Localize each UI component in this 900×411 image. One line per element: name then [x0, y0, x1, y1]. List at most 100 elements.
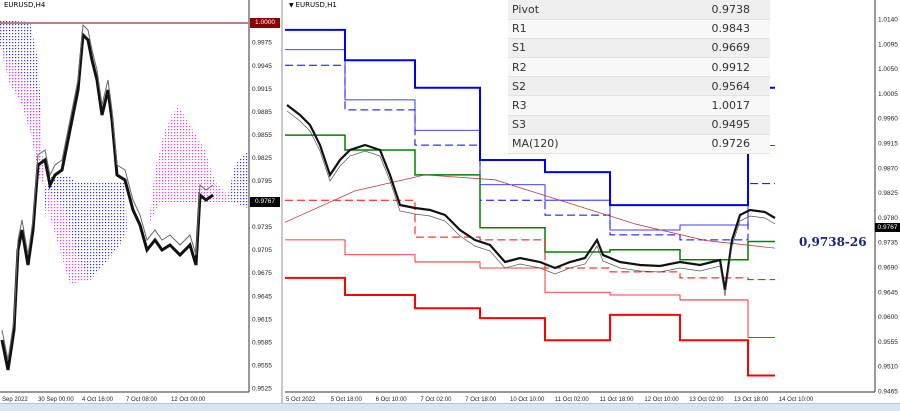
- pivot-label: R1: [508, 19, 631, 39]
- y-tick-label: 0.9825: [878, 190, 898, 197]
- y-tick-label: 1.0095: [878, 41, 898, 48]
- y-tick-label: 0.9645: [252, 293, 272, 300]
- y-tick-label: 0.9525: [252, 385, 272, 392]
- pivot-value: 1.0017: [630, 95, 770, 116]
- pivot-label: R3: [508, 95, 631, 116]
- pivot-value: 0.9738: [630, 0, 770, 20]
- ichimoku-cloud-bearish: [0, 45, 90, 284]
- pivot-row: S1 0.9669: [508, 38, 770, 59]
- y-tick-label: 0.9675: [252, 270, 272, 277]
- pivot-label: Pivot: [508, 0, 631, 20]
- x-tick-label: 13 Oct 18:00: [734, 397, 769, 403]
- pivot-levels-table: Pivot 0.9738 R1 0.9843 S1 0.9669 R2 0.9912 S2 0.9…: [508, 0, 770, 155]
- x-tick-label: 30 Sep 00:00: [38, 397, 74, 403]
- pivot-row: MA(120) 0.9726: [508, 134, 770, 155]
- h1-chart-title: ▼ EURUSD,H1: [289, 1, 337, 9]
- pivot-value: 0.9669: [630, 38, 770, 59]
- x-tick-label: 7 Oct 08:00: [126, 397, 158, 403]
- current-price-label: 0.9767: [250, 197, 280, 207]
- x-tick-label: 14 Oct 10:00: [779, 397, 814, 403]
- ichimoku-cloud-bullish: [228, 150, 248, 208]
- y-tick-label: 0.9945: [252, 63, 272, 70]
- y-tick-label: 0.9885: [252, 109, 272, 116]
- ma-120-line: [285, 174, 776, 249]
- x-tick-label: 5 Oct 2022: [286, 397, 316, 403]
- ichimoku-cloud-bearish: [148, 105, 232, 230]
- price-candles: [0, 31, 214, 371]
- y-tick-label: 0.9855: [252, 132, 272, 139]
- pivot-row: S2 0.9564: [508, 76, 770, 97]
- y-tick-label: 0.9555: [252, 362, 272, 369]
- y-tick-label: 0.9735: [252, 224, 272, 231]
- h4-chart-title: EURUSD,H4: [4, 1, 46, 9]
- y-tick-label: 0.9510: [878, 364, 898, 371]
- status-bar: [0, 403, 900, 411]
- x-tick-label: Sep 2022: [2, 397, 28, 403]
- y-tick-label: 0.9645: [878, 289, 898, 296]
- pivot-row: Pivot 0.9738: [508, 0, 770, 20]
- pivot-level-s3: [285, 276, 775, 377]
- y-tick-label: 0.9975: [252, 40, 272, 47]
- y-tick-label: 1.0140: [878, 17, 898, 24]
- pivot-value: 0.9564: [630, 76, 770, 97]
- y-tick-label: 0.9915: [878, 140, 898, 147]
- pivot-row: R3 1.0017: [508, 95, 770, 116]
- pivot-label: S2: [508, 76, 631, 97]
- pivot-range-label: 0,9738-26: [799, 235, 867, 249]
- h1-chart-canvas[interactable]: 1.0140 1.0095 1.0050 1.0005 0.9960 0.9915 0.98…: [285, 0, 900, 403]
- y-tick-label: 0.9915: [252, 86, 272, 93]
- y-tick-label: 0.9780: [878, 215, 898, 222]
- pivot-level-r3: [285, 28, 775, 207]
- pivot-label: S3: [508, 115, 631, 135]
- x-tick-label: 4 Oct 16:00: [82, 397, 114, 403]
- x-tick-label: 11 Oct 18:00: [600, 397, 635, 403]
- pivot-value: 0.9912: [630, 57, 770, 78]
- y-tick-label: 0.9870: [878, 165, 898, 172]
- level-price-label: 1.0000: [250, 18, 280, 28]
- pivot-value: 0.9843: [630, 19, 770, 39]
- x-tick-label: 5 Oct 18:00: [331, 397, 363, 403]
- h1-chart-title-text: EURUSD,H1: [295, 1, 337, 9]
- y-tick-label: 0.9735: [878, 240, 898, 247]
- pivot-label: R2: [508, 57, 631, 78]
- price-wicks: [1, 23, 214, 361]
- x-tick-label: 6 Oct 10:00: [376, 397, 408, 403]
- pivot-label: S1: [508, 38, 631, 59]
- pivot-level-s2: [285, 239, 775, 338]
- h1-chart-panel[interactable]: 1.0140 1.0095 1.0050 1.0005 0.9960 0.9915 0.98…: [285, 0, 900, 403]
- pivot-label: MA(120): [508, 134, 631, 155]
- x-tick-label: 13 Oct 02:00: [689, 397, 724, 403]
- dropdown-arrow-icon: ▼: [289, 2, 296, 9]
- h4-chart-panel[interactable]: 0.9975 0.9945 0.9915 0.9885 0.9855 0.9825 0.97…: [0, 0, 283, 403]
- pivot-row: R1 0.9843: [508, 19, 770, 39]
- pivot-row: S3 0.9495: [508, 115, 770, 135]
- x-tick-label: 11 Oct 02:00: [555, 397, 590, 403]
- y-tick-label: 0.9465: [878, 388, 898, 395]
- y-tick-label: 0.9600: [878, 314, 898, 321]
- y-tick-label: 0.9795: [252, 178, 272, 185]
- price-candles: [286, 104, 776, 291]
- y-tick-label: 0.9555: [878, 339, 898, 346]
- pivot-row: R2 0.9912: [508, 57, 770, 78]
- x-tick-label: 7 Oct 18:00: [465, 397, 497, 403]
- y-tick-label: 1.0050: [878, 66, 898, 73]
- x-tick-label: 12 Oct 00:00: [171, 397, 206, 403]
- x-tick-label: 10 Oct 10:00: [510, 397, 545, 403]
- y-tick-label: 0.9585: [252, 339, 272, 346]
- pivot-level-r1: [285, 64, 775, 241]
- y-tick-label: 1.0005: [878, 91, 898, 98]
- y-tick-label: 0.9960: [878, 116, 898, 123]
- y-tick-label: 0.9690: [878, 264, 898, 271]
- pivot-value: 0.9495: [630, 115, 770, 135]
- x-tick-label: 7 Oct 02:00: [420, 397, 452, 403]
- ichimoku-cloud-bullish: [0, 20, 127, 280]
- price-wicks: [286, 110, 776, 297]
- current-price-label: 0.9767: [875, 223, 900, 232]
- x-tick-label: 12 Oct 10:00: [644, 397, 679, 403]
- y-tick-label: 0.9615: [252, 316, 272, 323]
- pivot-value: 0.9726: [630, 134, 770, 155]
- h4-chart-canvas[interactable]: 0.9975 0.9945 0.9915 0.9885 0.9855 0.9825 0.97…: [0, 0, 283, 403]
- y-tick-label: 0.9705: [252, 247, 272, 254]
- pivot-level-r2: [285, 49, 775, 231]
- y-tick-label: 0.9825: [252, 155, 272, 162]
